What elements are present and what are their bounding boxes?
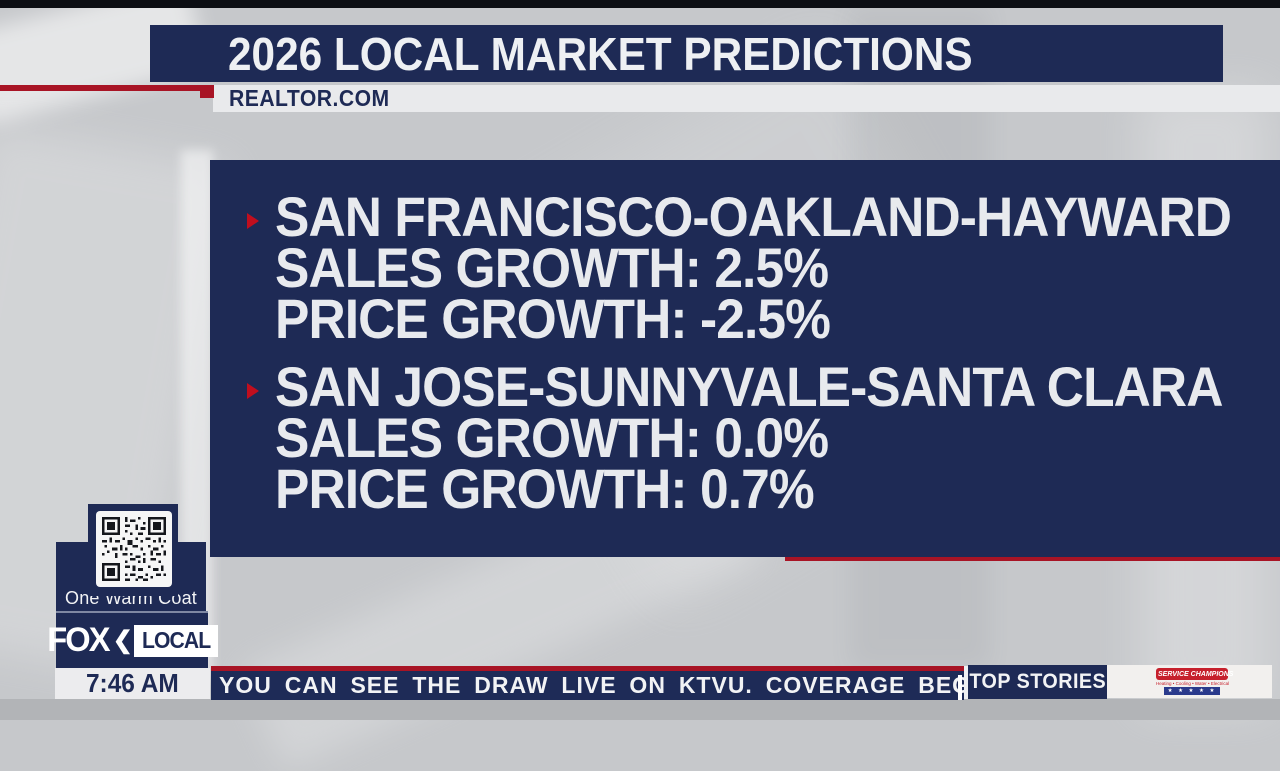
- price-growth: PRICE GROWTH: -2.5%: [275, 287, 831, 350]
- time-display: 7:46 AM: [86, 668, 179, 698]
- predictions-panel: SAN FRANCISCO-OAKLAND-HAYWARD SALES GROW…: [210, 160, 1280, 557]
- station-logo: FOX ❮ LOCAL: [47, 611, 219, 668]
- bullet-arrow-icon: [247, 213, 259, 229]
- top-letterbox-strip: [0, 0, 1280, 8]
- ticker-text: YOU CAN SEE THE DRAW LIVE ON KTVU. COVER…: [219, 672, 964, 698]
- sponsor-stars: ★ ★ ★ ★ ★: [1164, 687, 1220, 695]
- sponsor-name: SERVICE CHAMPIONS: [1156, 668, 1233, 680]
- page-title: 2026 LOCAL MARKET PREDICTIONS: [228, 27, 973, 80]
- prediction-item: SAN JOSE-SUNNYVALE-SANTA CLARA SALES GRO…: [275, 355, 1280, 520]
- sales-growth: SALES GROWTH: 0.0%: [275, 406, 829, 469]
- red-accent-cap: [200, 85, 214, 98]
- qr-code-svg: [102, 517, 166, 581]
- ticker-separator: [964, 666, 968, 699]
- market-name: SAN JOSE-SUNNYVALE-SANTA CLARA: [275, 355, 1223, 418]
- prediction-item: SAN FRANCISCO-OAKLAND-HAYWARD SALES GROW…: [275, 185, 1280, 350]
- fox-chevron-icon: ❮: [112, 627, 133, 654]
- local-logo-box: LOCAL: [133, 624, 219, 657]
- panel-red-underline: [785, 553, 1280, 561]
- sponsor-logo: SERVICE CHAMPIONS Heating • Cooling • Wa…: [1156, 668, 1233, 695]
- headline-banner: 2026 LOCAL MARKET PREDICTIONS: [150, 25, 1223, 82]
- source-label: REALTOR.COM: [229, 85, 390, 111]
- market-name: SAN FRANCISCO-OAKLAND-HAYWARD: [275, 185, 1232, 248]
- source-banner: REALTOR.COM: [213, 85, 1280, 112]
- price-growth: PRICE GROWTH: 0.7%: [275, 457, 815, 520]
- news-ticker: YOU CAN SEE THE DRAW LIVE ON KTVU. COVER…: [211, 666, 964, 700]
- bullet-arrow-icon: [247, 383, 259, 399]
- red-accent-line: [0, 85, 213, 91]
- bottom-strip: [0, 699, 1280, 720]
- section-label: TOP STORIES: [969, 670, 1106, 693]
- qr-code-icon: [96, 511, 172, 587]
- sales-growth: SALES GROWTH: 2.5%: [275, 236, 829, 299]
- section-badge: TOP STORIES: [968, 665, 1107, 699]
- ticker-cursor: [958, 675, 962, 700]
- fox-logo-text: FOX: [47, 621, 110, 659]
- clock-bar: 7:46 AM: [55, 668, 210, 699]
- sponsor-tagline: Heating • Cooling • Water • Electrical: [1156, 681, 1230, 686]
- sponsor-panel: SERVICE CHAMPIONS Heating • Cooling • Wa…: [1107, 665, 1272, 698]
